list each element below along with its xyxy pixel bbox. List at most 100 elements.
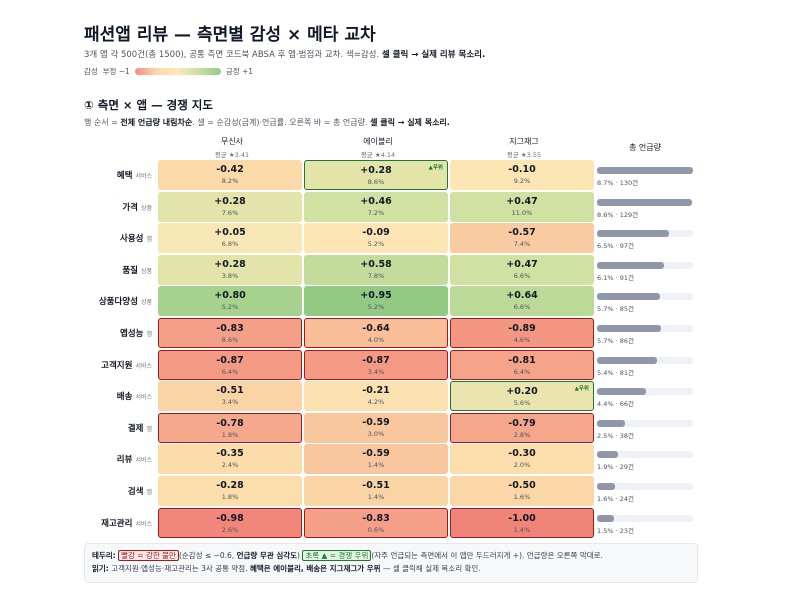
total-bar-label: 2.5% · 38건: [597, 432, 634, 440]
cell-sentiment-value: +0.28: [360, 165, 392, 176]
cell-sentiment-value: -0.79: [508, 418, 536, 429]
notes-line-reading: 읽기: 고객지원·앱성능·재고관리는 3사 공통 약점. 혜택은 에이블리, 배…: [92, 562, 690, 575]
cell-mention-rate: 5.2%: [221, 303, 239, 311]
heatmap-cell[interactable]: +0.47 11.0%: [450, 192, 594, 222]
heatmap-cell[interactable]: -0.09 5.2%: [304, 223, 448, 253]
heatmap-cell[interactable]: -0.79 2.8%: [450, 413, 594, 443]
cell-sentiment-value: -0.89: [508, 323, 536, 334]
row-aspect-name: 가격: [122, 203, 138, 213]
row-label: 재고관리 서비스: [84, 508, 152, 538]
row-label: 가격 상품: [84, 192, 152, 222]
heatmap-cell[interactable]: -0.30 2.0%: [450, 444, 594, 474]
total-bar-fill: [597, 357, 657, 364]
heatmap-cell[interactable]: -0.42 8.2%: [158, 160, 302, 190]
cell-mention-rate: 7.8%: [367, 272, 385, 280]
page-subtitle: 3개 앱 각 500건(총 1500), 공통 측면 코드북 ABSA 후 앱·…: [84, 48, 485, 60]
cell-mention-rate: 2.8%: [513, 431, 531, 439]
total-bar-fill: [597, 325, 661, 332]
heatmap-cell[interactable]: +0.64 6.6%: [450, 286, 594, 316]
heatmap-cell[interactable]: -0.59 3.0%: [304, 413, 448, 443]
desc-bold-order: 전체 언급량 내림차순: [120, 118, 193, 127]
heatmap-cell[interactable]: -0.98 2.6%: [158, 508, 302, 538]
row-aspect-name: 배송: [116, 392, 133, 402]
cell-mention-rate: 6.8%: [221, 240, 239, 248]
row-label: 사용성 앱: [84, 223, 152, 253]
heatmap-cell[interactable]: -0.81 6.4%: [450, 350, 594, 380]
row-aspect-name: 재고관리: [101, 519, 133, 529]
cell-mention-rate: 1.4%: [367, 493, 385, 501]
cell-mention-rate: 5.2%: [367, 240, 385, 248]
heatmap-cell[interactable]: -0.78 1.8%: [158, 413, 302, 443]
column-app-name: 지그재그: [509, 137, 539, 146]
total-bar-fill: [597, 388, 646, 395]
total-bar-track: [597, 293, 693, 300]
heatmap-cell[interactable]: +0.95 5.2%: [304, 286, 448, 316]
cell-mention-rate: 8.6%: [221, 336, 239, 344]
cell-sentiment-value: -0.09: [362, 227, 390, 238]
cell-mention-rate: 1.4%: [513, 526, 531, 534]
heatmap-cell[interactable]: -1.00 1.4%: [450, 508, 594, 538]
reading-bold: 혜택은 에이블리, 배송은 지그재그가 우위: [249, 564, 381, 573]
heatmap-cell[interactable]: -0.89 4.6%: [450, 318, 594, 348]
cell-mention-rate: 2.0%: [513, 461, 531, 469]
heatmap-cell[interactable]: +0.46 7.2%: [304, 192, 448, 222]
cell-mention-rate: 8.6%: [367, 178, 385, 186]
row-aspect-type: 서비스: [135, 362, 152, 370]
cell-mention-rate: 4.0%: [367, 336, 385, 344]
heatmap-cell[interactable]: +0.20 5.6% ▲우위: [450, 381, 594, 411]
row-aspect-name: 고객지원: [101, 361, 133, 371]
cell-sentiment-value: +0.47: [506, 259, 538, 270]
heatmap-cell[interactable]: +0.05 6.8%: [158, 223, 302, 253]
row-aspect-name: 상품다양성: [98, 297, 138, 307]
desc-bold-click: 셀 클릭 → 실제 목소리.: [370, 118, 450, 127]
heatmap-cell[interactable]: -0.51 3.4%: [158, 381, 302, 411]
column-avg-rating: 평균 ★4.14: [360, 151, 396, 159]
cell-sentiment-value: -0.51: [216, 385, 244, 396]
heatmap-cell[interactable]: -0.64 4.0%: [304, 318, 448, 348]
cell-mention-rate: 1.8%: [221, 431, 239, 439]
total-bar-label: 8.6% · 129건: [597, 211, 639, 219]
cell-sentiment-value: -0.59: [362, 448, 390, 459]
heatmap-cell[interactable]: -0.57 7.4%: [450, 223, 594, 253]
heatmap-cell[interactable]: -0.87 3.4%: [304, 350, 448, 380]
heatmap-cell[interactable]: -0.35 2.4%: [158, 444, 302, 474]
heatmap-cell[interactable]: -0.10 9.2%: [450, 160, 594, 190]
total-bar-label: 1.6% · 24건: [597, 495, 634, 503]
heatmap-cell[interactable]: +0.28 8.6% ▲우위: [304, 160, 448, 190]
heatmap-cell[interactable]: -0.21 4.2%: [304, 381, 448, 411]
cell-mention-rate: 6.4%: [221, 368, 239, 376]
cell-mention-rate: 11.0%: [511, 209, 533, 217]
heatmap-cell[interactable]: +0.58 7.8%: [304, 255, 448, 285]
cell-sentiment-value: -0.57: [508, 227, 536, 238]
heatmap-cell[interactable]: -0.51 1.4%: [304, 476, 448, 506]
advantage-badge: ▲우위: [428, 165, 443, 171]
column-avg-rating: 평균 ★3.55: [506, 151, 542, 159]
column-avg-rating: 평균 ★3.41: [214, 151, 250, 159]
cell-sentiment-value: -0.83: [216, 323, 244, 334]
heatmap-cell[interactable]: -0.50 1.6%: [450, 476, 594, 506]
cell-sentiment-value: -0.87: [216, 355, 244, 366]
notes-border-label: 테두리:: [92, 551, 116, 560]
cell-mention-rate: 5.6%: [513, 399, 531, 407]
row-aspect-name: 리뷰: [116, 455, 133, 465]
heatmap-cell[interactable]: +0.28 3.8%: [158, 255, 302, 285]
row-aspect-type: 서비스: [135, 456, 152, 464]
heatmap-cell[interactable]: +0.80 5.2%: [158, 286, 302, 316]
heatmap-cell[interactable]: -0.28 1.8%: [158, 476, 302, 506]
heatmap-cell[interactable]: +0.28 7.6%: [158, 192, 302, 222]
section-description: 행 순서 = 전체 언급량 내림차순. 셀 = 순감성(금계)·언급률. 오른쪽…: [84, 117, 450, 128]
cell-sentiment-value: -0.78: [216, 418, 244, 429]
heatmap-cell[interactable]: -0.83 0.6%: [304, 508, 448, 538]
total-bar-fill: [597, 483, 615, 490]
row-label: 배송 서비스: [84, 381, 152, 411]
cell-sentiment-value: -0.42: [216, 164, 244, 175]
legend-gradient-bar: [134, 67, 221, 75]
cell-sentiment-value: -0.30: [508, 448, 536, 459]
heatmap-cell[interactable]: -0.83 8.6%: [158, 318, 302, 348]
cell-sentiment-value: -0.51: [362, 480, 390, 491]
total-bar-fill: [597, 167, 693, 174]
heatmap-cell[interactable]: -0.87 6.4%: [158, 350, 302, 380]
heatmap-cell[interactable]: -0.59 1.4%: [304, 444, 448, 474]
heatmap-cell[interactable]: +0.47 6.6%: [450, 255, 594, 285]
